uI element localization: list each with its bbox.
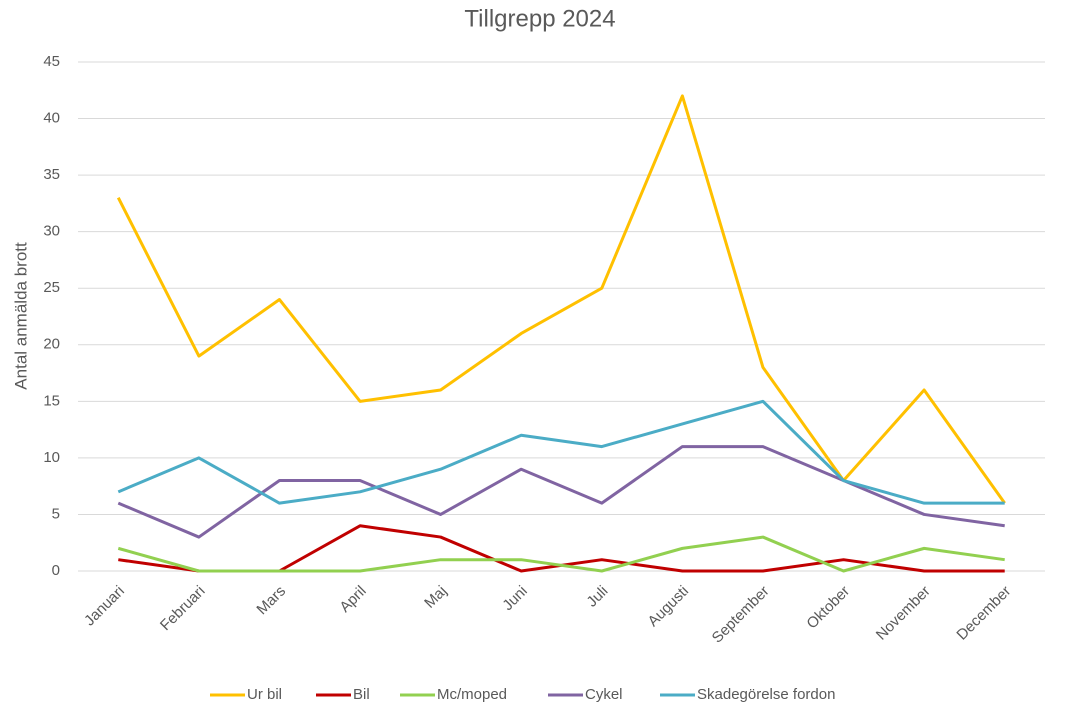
series-line	[117, 535, 1005, 573]
x-tick-label: November	[873, 583, 934, 644]
y-tick-label: 30	[43, 223, 60, 240]
y-tick-label: 40	[43, 110, 60, 127]
chart-title: Tillgrepp 2024	[464, 5, 615, 32]
x-tick-label: April	[336, 583, 369, 616]
series-line	[117, 445, 1005, 539]
series-line	[116, 94, 1006, 505]
x-tick-label: December	[953, 583, 1014, 644]
y-tick-label: 25	[43, 279, 60, 296]
x-tick-label: Augusti	[645, 583, 692, 630]
legend-label: Bil	[353, 686, 370, 703]
y-tick-label: 5	[52, 505, 60, 522]
x-tick-label: Juni	[499, 583, 530, 614]
x-tick-label: Mars	[253, 583, 289, 619]
legend-label: Skadegörelse fordon	[697, 686, 835, 703]
y-axis-label: Antal anmälda brott	[11, 242, 30, 390]
legend-label: Ur bil	[247, 686, 282, 703]
x-tick-label: Maj	[421, 583, 450, 612]
x-tick-label: Oktober	[803, 583, 853, 633]
y-tick-label: 10	[43, 449, 60, 466]
y-tick-label: 15	[43, 392, 60, 409]
y-tick-label: 45	[43, 53, 60, 70]
series-line	[117, 399, 1005, 505]
x-tick-label: Januari	[81, 583, 128, 630]
y-tick-label: 0	[52, 562, 60, 579]
x-tick-label: Februari	[157, 583, 209, 635]
x-tick-label: Juli	[583, 583, 611, 611]
y-tick-label: 20	[43, 336, 60, 353]
legend-label: Cykel	[585, 686, 623, 703]
x-tick-label: September	[709, 583, 773, 647]
y-tick-label: 35	[43, 166, 60, 183]
legend-label: Mc/moped	[437, 686, 507, 703]
